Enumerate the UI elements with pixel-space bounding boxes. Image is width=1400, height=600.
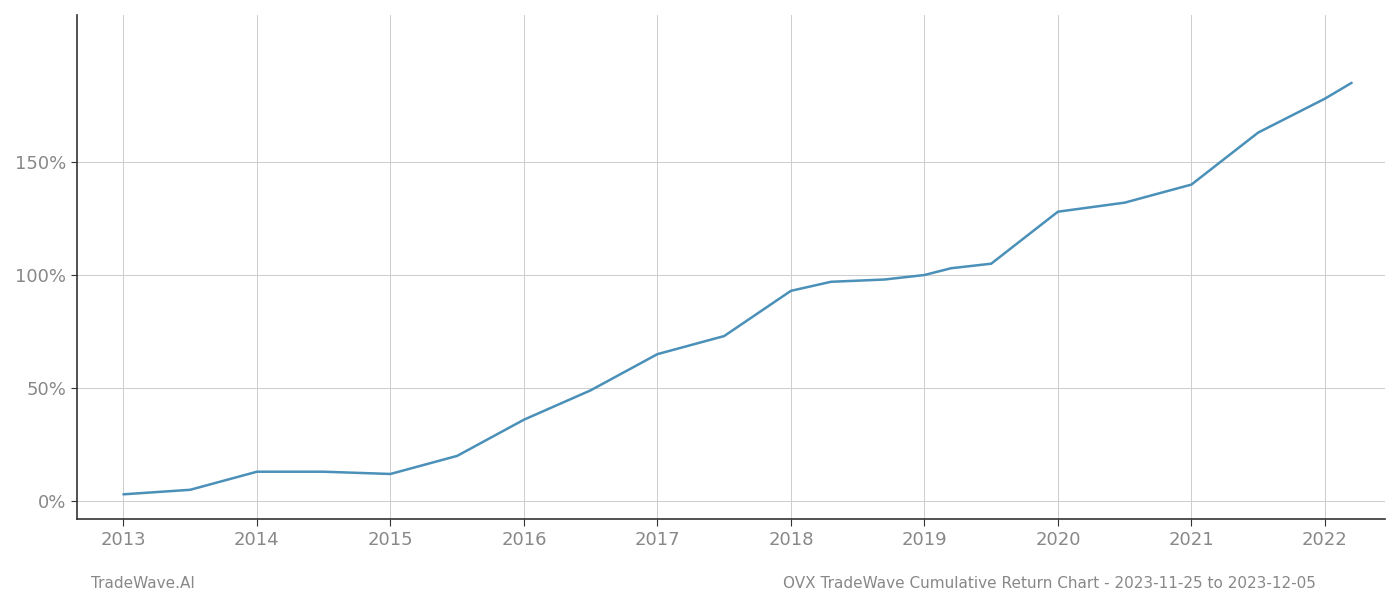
Text: TradeWave.AI: TradeWave.AI [91, 576, 195, 591]
Text: OVX TradeWave Cumulative Return Chart - 2023-11-25 to 2023-12-05: OVX TradeWave Cumulative Return Chart - … [783, 576, 1316, 591]
